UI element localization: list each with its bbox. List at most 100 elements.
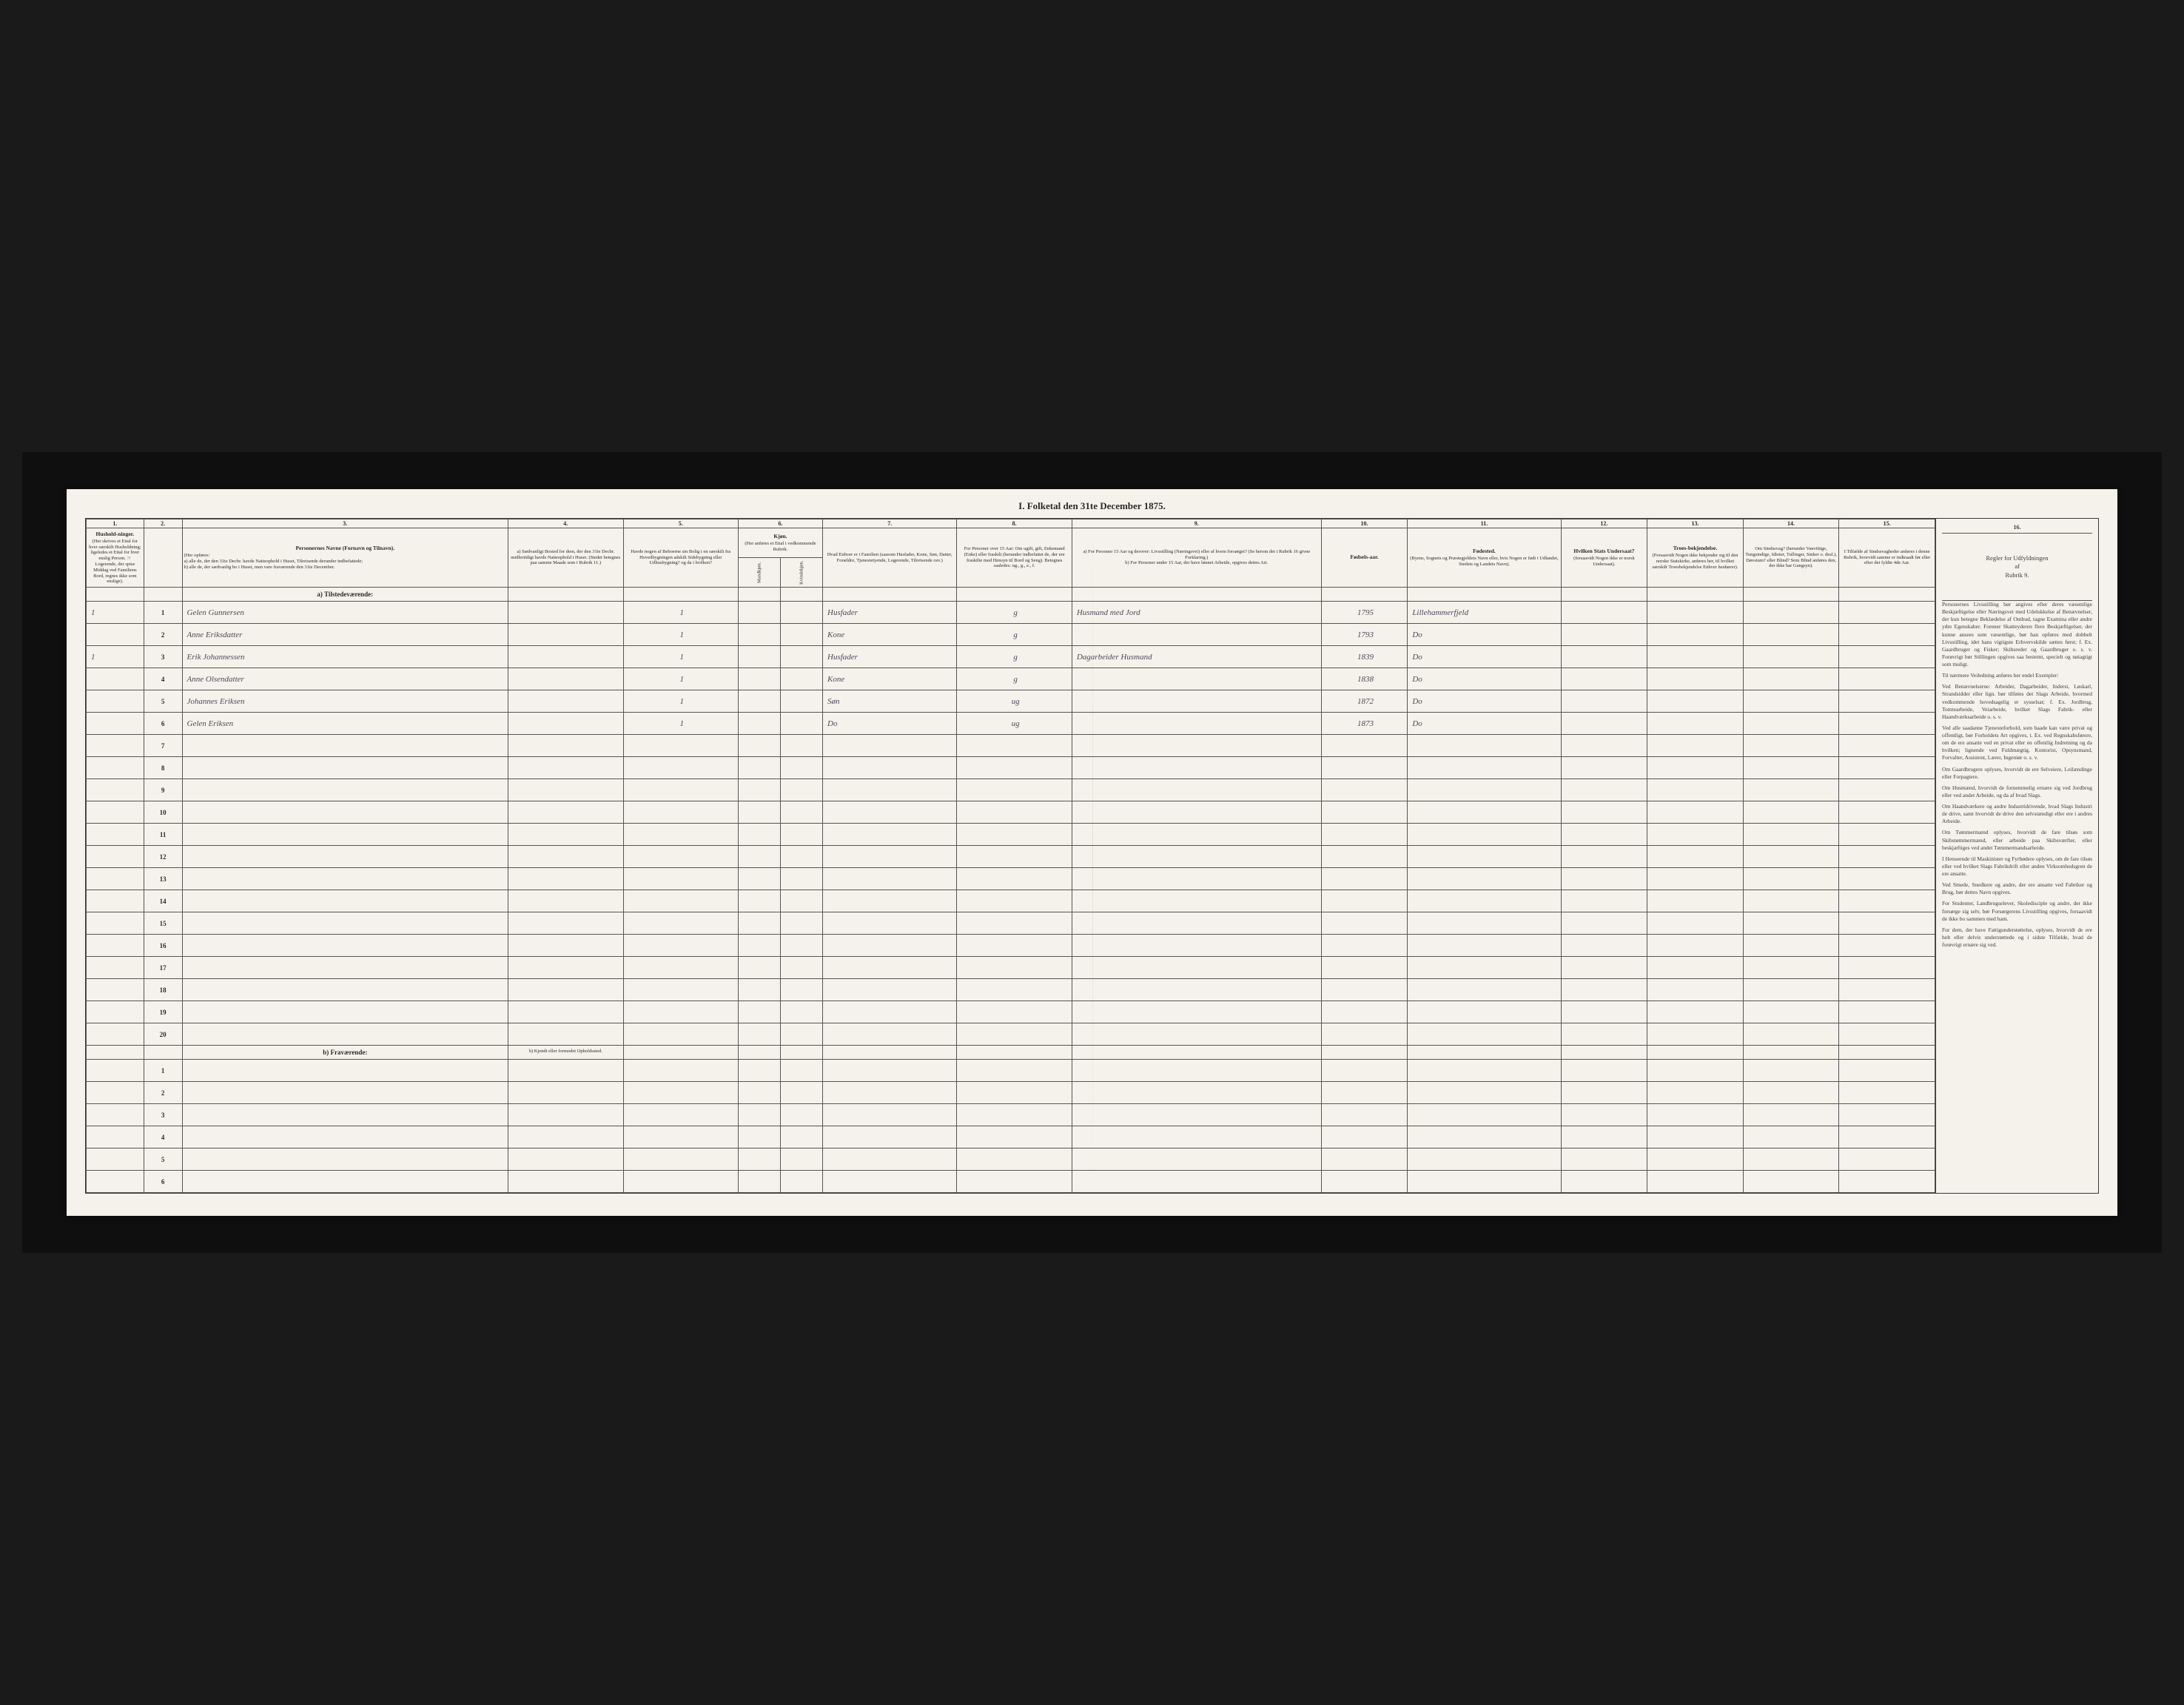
cell-c9 [1072,868,1321,890]
cell-c11 [1408,779,1561,801]
rules-paragraph: Om Haandværkere og andre Industridrivend… [1942,803,2092,825]
cell-c13 [1647,690,1744,713]
cell-c5 [623,735,738,757]
cell-c4 [508,935,623,957]
cell-c11: Do [1408,713,1561,735]
cell-name: Johannes Eriksen [182,690,508,713]
cell-c5: 1 [623,602,738,624]
cell-household [87,735,144,757]
cell-c10: 1873 [1321,713,1408,735]
cell-c6b [781,690,823,713]
cell-c14 [1743,979,1839,1001]
cell-rownum: 12 [144,846,182,868]
cell-c12 [1561,757,1647,779]
cell-c6b [781,979,823,1001]
colnum-16: 16. [1942,523,2092,534]
table-row: 16 [87,935,1935,957]
cell-c8: ug [957,690,1072,713]
cell-rownum: 6 [144,1171,182,1193]
cell-c15 [1839,624,1935,646]
cell-c10: 1839 [1321,646,1408,668]
cell-c14 [1743,846,1839,868]
colnum-11: 11. [1408,519,1561,528]
cell-c12 [1561,935,1647,957]
cell-c9 [1072,735,1321,757]
cell-rownum: 20 [144,1023,182,1046]
cell-c13 [1647,1023,1744,1046]
cell-c9 [1072,690,1321,713]
cell-household [87,935,144,957]
cell-c10 [1321,735,1408,757]
table-row: 1 [87,1060,1935,1082]
cell-c13 [1647,868,1744,890]
cell-c7 [823,757,957,779]
cell-c5 [623,912,738,935]
section-a-body: a) Tilstedeværende: 11 Gelen Gunnersen 1 Hus… [87,588,1935,1046]
cell-household [87,779,144,801]
column-number-row: 1. 2. 3. 4. 5. 6. 7. 8. 9. 10. 11. 12. [87,519,1935,528]
cell-c10: 1795 [1321,602,1408,624]
section-b-header: b) Fraværende:b) Kjendt eller formodet O… [87,1046,1935,1060]
rules-paragraph: Ved Benævnelserne: Arbeider, Dagarbeider… [1942,683,2092,721]
cell-c13 [1647,890,1744,912]
cell-c12 [1561,646,1647,668]
cell-name [182,735,508,757]
cell-rownum: 7 [144,735,182,757]
table-row: 12 [87,846,1935,868]
cell-c10 [1321,801,1408,824]
cell-c5 [623,801,738,824]
cell-c11 [1408,1001,1561,1023]
cell-rownum: 3 [144,646,182,668]
cell-c11 [1408,757,1561,779]
cell-c6b [781,624,823,646]
cell-c6a [739,735,781,757]
cell-c7 [823,912,957,935]
cell-name [182,1149,508,1171]
cell-c14 [1743,690,1839,713]
rules-paragraph: Til nærmere Veiledning anføres her endel… [1942,672,2092,679]
cell-c14 [1743,646,1839,668]
cell-c11 [1408,957,1561,979]
cell-c6a [739,912,781,935]
section-a-header: a) Tilstedeværende: [87,588,1935,602]
cell-c9 [1072,846,1321,868]
colnum-4: 4. [508,519,623,528]
cell-household [87,757,144,779]
header-13: Troes-bekjendelse.(Forsaavidt Nogen ikke… [1647,528,1744,587]
cell-c15 [1839,757,1935,779]
cell-c9 [1072,1001,1321,1023]
cell-c5 [623,868,738,890]
cell-c6b [781,779,823,801]
table-row: 6Gelen Eriksen1Doug1873Do [87,713,1935,735]
cell-rownum: 11 [144,824,182,846]
table-row: 13 [87,868,1935,890]
cell-c9 [1072,779,1321,801]
colnum-15: 15. [1839,519,1935,528]
cell-c7 [823,979,957,1001]
cell-name: Gelen Gunnersen [182,602,508,624]
cell-c6a [739,979,781,1001]
cell-c11 [1408,868,1561,890]
cell-c6a [739,801,781,824]
cell-c7: Kone [823,668,957,690]
cell-c14 [1743,713,1839,735]
colnum-10: 10. [1321,519,1408,528]
cell-c15 [1839,713,1935,735]
cell-name [182,1171,508,1193]
cell-c13 [1647,779,1744,801]
table-row: 2 [87,1082,1935,1104]
cell-c8 [957,957,1072,979]
page-fold [1092,519,1093,1194]
census-table: 1. 2. 3. 4. 5. 6. 7. 8. 9. 10. 11. 12. [86,519,1935,1193]
cell-c11: Do [1408,646,1561,668]
section-b-body: b) Fraværende:b) Kjendt eller formodet O… [87,1046,1935,1193]
cell-c7: Husfader [823,646,957,668]
cell-c5 [623,824,738,846]
cell-c4 [508,646,623,668]
table-row: 11 [87,824,1935,846]
cell-c14 [1743,935,1839,957]
cell-c12 [1561,1001,1647,1023]
cell-c7 [823,1001,957,1023]
cell-household [87,713,144,735]
cell-name [182,1023,508,1046]
